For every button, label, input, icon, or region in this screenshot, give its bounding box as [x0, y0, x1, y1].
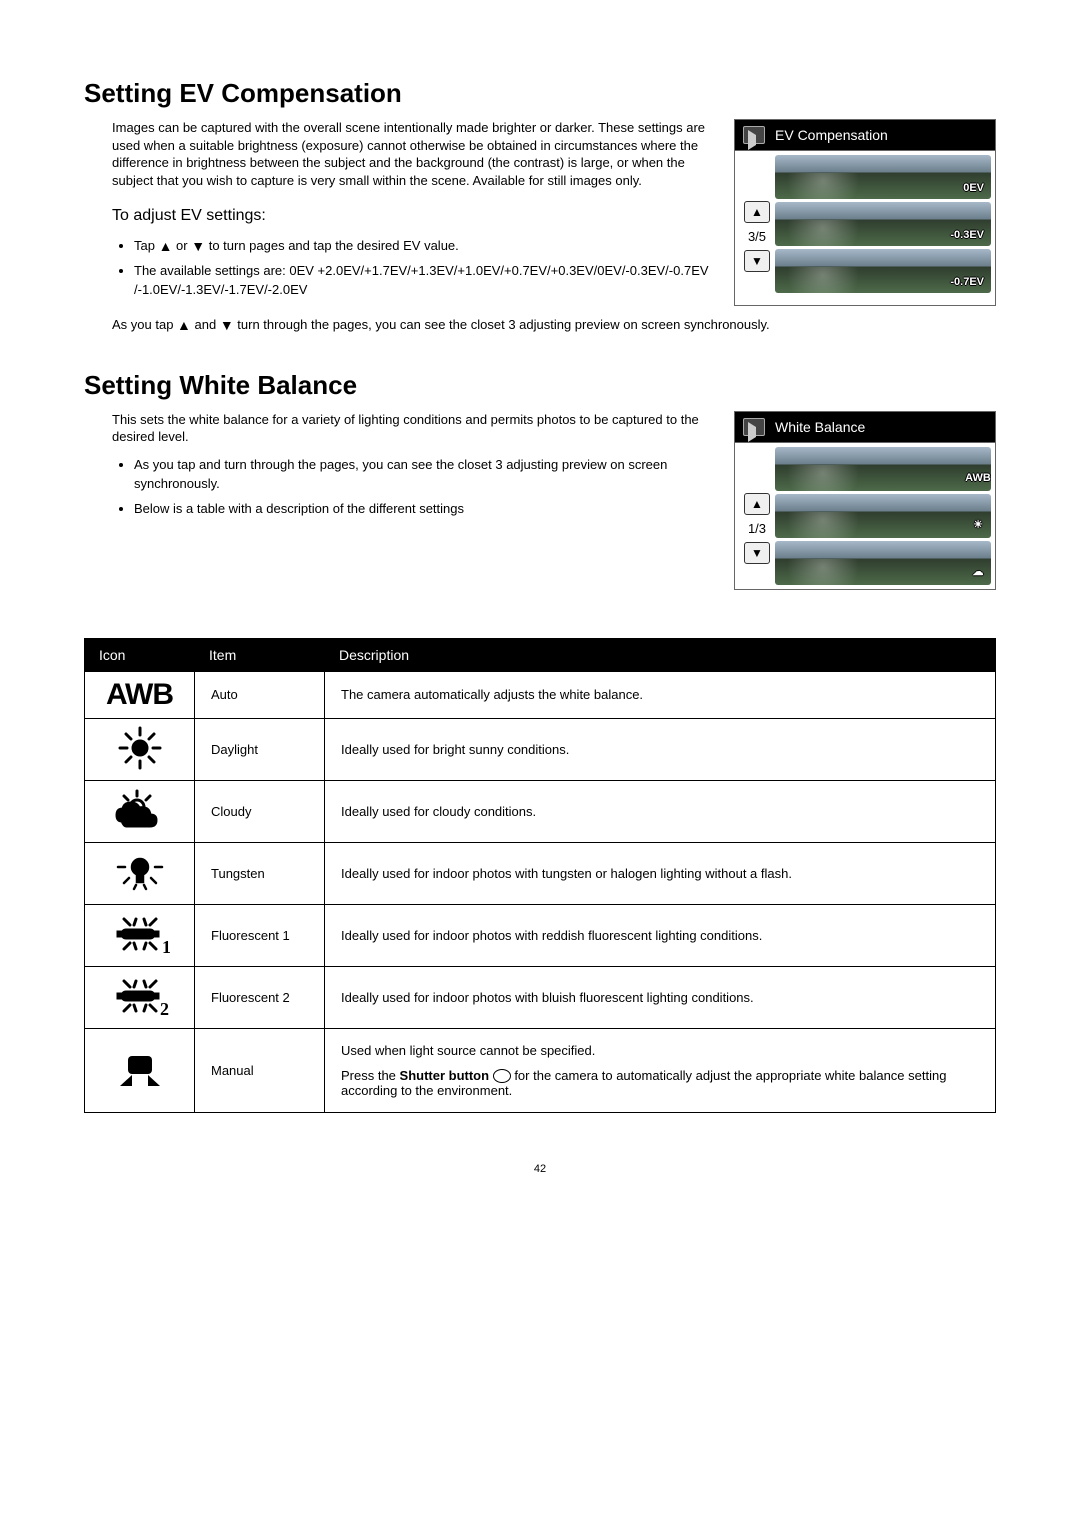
- table-row: Daylight Ideally used for bright sunny c…: [85, 718, 996, 780]
- ev-shot-title: EV Compensation: [775, 127, 888, 143]
- wb-shot-body: ▲ 1/3 ▼ AWB ☀ ☁: [735, 442, 995, 589]
- down-triangle-icon: ▼: [220, 318, 234, 332]
- ev-thumb-1[interactable]: 0EV: [775, 155, 991, 199]
- up-triangle-icon: ▲: [177, 318, 191, 332]
- heading-ev: Setting EV Compensation: [84, 78, 996, 109]
- wb-screenshot: White Balance ▲ 1/3 ▼ AWB ☀ ☁: [734, 411, 996, 590]
- cloudy-icon: [85, 780, 195, 842]
- ev-subhead: To adjust EV settings:: [112, 207, 710, 225]
- wb-shot-header: White Balance: [735, 412, 995, 442]
- down-triangle-icon: ▼: [191, 239, 205, 253]
- wb-nav-col: ▲ 1/3 ▼: [739, 447, 775, 585]
- awb-icon: AWB: [85, 671, 195, 718]
- table-row: AWB Auto The camera automatically adjust…: [85, 671, 996, 718]
- col-icon: Icon: [85, 638, 195, 671]
- ev-shot-body: ▲ 3/5 ▼ 0EV -0.3EV -0.7EV: [735, 150, 995, 297]
- col-item: Item: [195, 638, 325, 671]
- wb-bullet-2: Below is a table with a description of t…: [134, 500, 710, 519]
- wb-bullet-1: As you tap and turn through the pages, y…: [134, 456, 710, 494]
- tungsten-icon: [85, 842, 195, 904]
- table-row: Cloudy Ideally used for cloudy condition…: [85, 780, 996, 842]
- col-desc: Description: [325, 638, 996, 671]
- desc-fluorescent2: Ideally used for indoor photos with blui…: [325, 966, 996, 1028]
- up-triangle-icon: ▲: [159, 239, 173, 253]
- wb-row: This sets the white balance for a variet…: [84, 411, 996, 590]
- ev-bullets: Tap ▲ or ▼ to turn pages and tap the des…: [112, 237, 710, 300]
- wb-page-counter: 1/3: [748, 518, 766, 539]
- ev-screenshot: EV Compensation ▲ 3/5 ▼ 0EV -0.3EV -0.7E…: [734, 119, 996, 306]
- back-icon[interactable]: [743, 126, 765, 144]
- item-tungsten: Tungsten: [195, 842, 325, 904]
- item-fluorescent2: Fluorescent 2: [195, 966, 325, 1028]
- ev-bullet-1: Tap ▲ or ▼ to turn pages and tap the des…: [134, 237, 710, 256]
- ev-thumb-2[interactable]: -0.3EV: [775, 202, 991, 246]
- svg-text:1: 1: [162, 937, 170, 957]
- ev-shot-header: EV Compensation: [735, 120, 995, 150]
- desc-daylight: Ideally used for bright sunny conditions…: [325, 718, 996, 780]
- ev-bullet-2: The available settings are: 0EV +2.0EV/+…: [134, 262, 710, 300]
- item-manual: Manual: [195, 1028, 325, 1112]
- desc-manual: Used when light source cannot be specifi…: [325, 1028, 996, 1112]
- ev-note: As you tap ▲ and ▼ turn through the page…: [112, 316, 996, 334]
- wb-table: Icon Item Description AWB Auto The camer…: [84, 638, 996, 1113]
- page-number: 42: [84, 1163, 996, 1175]
- table-row: 1 Fluorescent 1 Ideally used for indoor …: [85, 904, 996, 966]
- item-daylight: Daylight: [195, 718, 325, 780]
- table-row: 2 Fluorescent 2 Ideally used for indoor …: [85, 966, 996, 1028]
- ev-thumbs: 0EV -0.3EV -0.7EV: [775, 155, 991, 293]
- item-cloudy: Cloudy: [195, 780, 325, 842]
- item-fluorescent1: Fluorescent 1: [195, 904, 325, 966]
- wb-thumb-1[interactable]: AWB: [775, 447, 991, 491]
- desc-auto: The camera automatically adjusts the whi…: [325, 671, 996, 718]
- wb-shot-title: White Balance: [775, 419, 865, 435]
- awb-icon: AWB: [967, 469, 989, 487]
- desc-cloudy: Ideally used for cloudy conditions.: [325, 780, 996, 842]
- svg-text:2: 2: [160, 999, 169, 1019]
- table-row: Manual Used when light source cannot be …: [85, 1028, 996, 1112]
- manual-icon: [85, 1028, 195, 1112]
- ev-page-counter: 3/5: [748, 226, 766, 247]
- up-button[interactable]: ▲: [744, 493, 770, 515]
- ev-row: Images can be captured with the overall …: [84, 119, 996, 306]
- daylight-icon: ☀: [967, 516, 989, 534]
- table-row: Tungsten Ideally used for indoor photos …: [85, 842, 996, 904]
- wb-bullets: As you tap and turn through the pages, y…: [112, 456, 710, 519]
- ev-nav-col: ▲ 3/5 ▼: [739, 155, 775, 293]
- wb-text-col: This sets the white balance for a variet…: [84, 411, 710, 590]
- ev-text-col: Images can be captured with the overall …: [84, 119, 710, 306]
- wb-thumb-3[interactable]: ☁: [775, 541, 991, 585]
- down-button[interactable]: ▼: [744, 542, 770, 564]
- ev-thumb-3[interactable]: -0.7EV: [775, 249, 991, 293]
- item-auto: Auto: [195, 671, 325, 718]
- heading-wb: Setting White Balance: [84, 370, 996, 401]
- desc-tungsten: Ideally used for indoor photos with tung…: [325, 842, 996, 904]
- daylight-icon: [85, 718, 195, 780]
- fluorescent1-icon: 1: [85, 904, 195, 966]
- fluorescent2-icon: 2: [85, 966, 195, 1028]
- ev-intro: Images can be captured with the overall …: [112, 119, 710, 189]
- wb-thumbs: AWB ☀ ☁: [775, 447, 991, 585]
- back-icon[interactable]: [743, 418, 765, 436]
- wb-intro: This sets the white balance for a variet…: [112, 411, 710, 446]
- up-button[interactable]: ▲: [744, 201, 770, 223]
- wb-thumb-2[interactable]: ☀: [775, 494, 991, 538]
- down-button[interactable]: ▼: [744, 250, 770, 272]
- cloudy-icon: ☁: [967, 563, 989, 581]
- desc-fluorescent1: Ideally used for indoor photos with redd…: [325, 904, 996, 966]
- shutter-icon: [493, 1069, 511, 1083]
